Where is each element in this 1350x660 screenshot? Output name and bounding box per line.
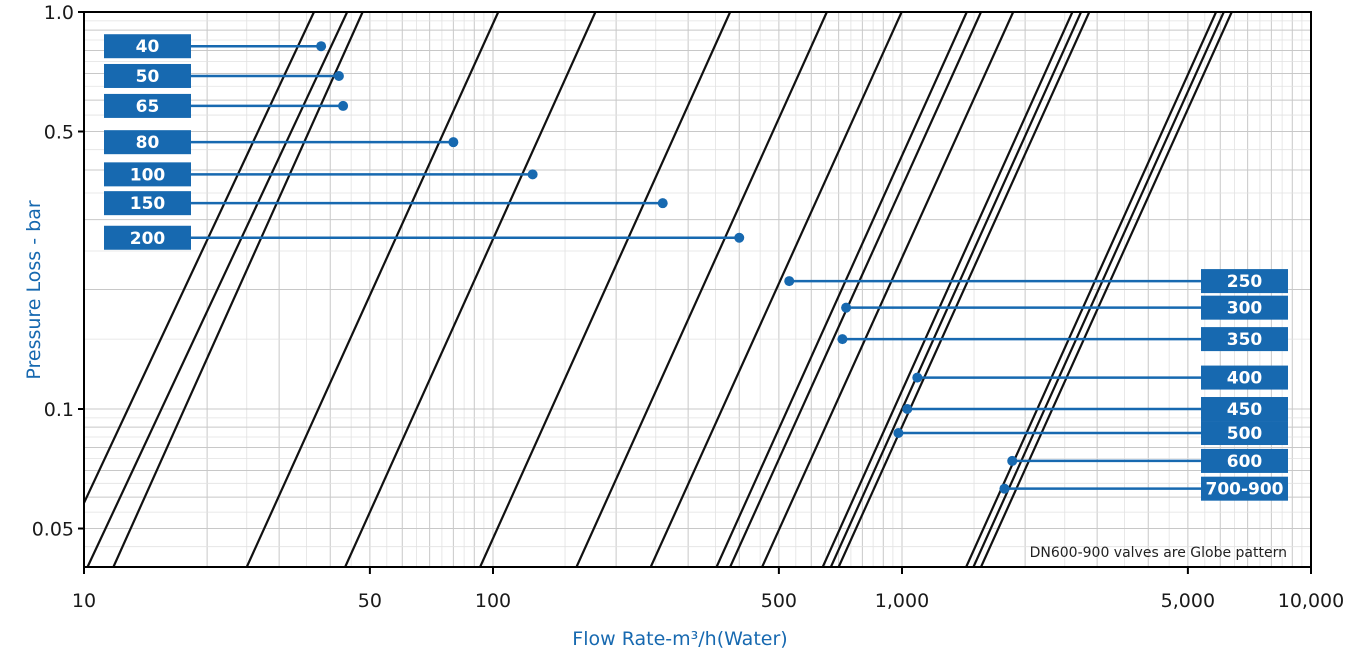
flow-curve — [972, 12, 1225, 567]
y-tick-label: 0.1 — [44, 399, 74, 421]
size-leaders: 40 50 65 80 100 150 200 250 300 350 400 450 500 600 70… — [104, 34, 1288, 501]
flow-curve — [84, 12, 315, 504]
leader-point — [841, 302, 852, 313]
x-tick-label: 10,000 — [1278, 590, 1344, 612]
y-tick-label: 0.05 — [32, 519, 74, 541]
leader-point — [1007, 455, 1018, 466]
size-label-box — [104, 162, 191, 187]
leader-point — [999, 483, 1010, 494]
flow-curve — [344, 12, 597, 567]
size-label-text: 200 — [130, 229, 166, 249]
size-label-box — [104, 225, 191, 250]
size-label-box — [1201, 327, 1288, 352]
flow-curve — [86, 12, 349, 567]
x-tick-label: 100 — [475, 590, 511, 612]
flow-curve — [649, 12, 903, 567]
flow-curve — [112, 12, 364, 567]
leader-point — [333, 70, 344, 81]
globe-pattern-note: DN600-900 valves are Globe pattern — [1030, 545, 1287, 561]
x-axis-title: Flow Rate-m³/h(Water) — [572, 628, 787, 650]
flow-curve — [715, 12, 968, 567]
size-label-box — [104, 130, 191, 155]
flow-curve — [729, 12, 982, 567]
size-label-box — [1201, 397, 1288, 422]
x-tick-label: 500 — [761, 590, 797, 612]
x-tick-label: 10 — [72, 590, 96, 612]
flow-curve — [837, 12, 1091, 567]
size-label-text: 250 — [1227, 272, 1263, 292]
flow-curves — [84, 12, 1233, 567]
size-label-box — [104, 191, 191, 216]
size-label-text: 300 — [1227, 299, 1263, 319]
size-label-box — [1201, 365, 1288, 390]
plot-frame — [83, 11, 1312, 568]
leader-point — [902, 404, 913, 415]
leader-point — [734, 232, 745, 243]
flow-curve — [979, 12, 1233, 567]
y-axis-title: Pressure Loss - bar — [23, 200, 45, 379]
leader-point — [912, 372, 923, 383]
size-label-box — [104, 93, 191, 118]
size-label-box — [104, 34, 191, 59]
flow-curve — [761, 12, 1015, 567]
flow-curve — [829, 12, 1083, 567]
size-label-box — [1201, 295, 1288, 320]
flow-curve — [965, 12, 1218, 567]
leader-point — [527, 169, 538, 180]
leader-point — [893, 428, 904, 439]
size-label-text: 600 — [1227, 452, 1263, 472]
size-label-text: 40 — [136, 37, 160, 57]
size-label-box — [1201, 476, 1288, 501]
leader-point — [338, 100, 349, 111]
size-label-text: 450 — [1227, 400, 1263, 420]
flow-curve — [245, 12, 500, 567]
size-label-text: 65 — [136, 97, 160, 117]
flow-curve — [821, 12, 1074, 567]
x-tick-label: 1,000 — [875, 590, 929, 612]
x-tick-label: 5,000 — [1161, 590, 1215, 612]
axis-ticks: 10 50 100 500 1,000 5,000 10,000 1.0 0.5 0.1 0.05 — [32, 2, 1345, 612]
size-label-text: 350 — [1227, 330, 1263, 350]
grid-lines — [84, 12, 1311, 567]
size-label-box — [1201, 421, 1288, 446]
leader-point — [316, 41, 327, 52]
x-tick-label: 50 — [358, 590, 382, 612]
size-label-text: 50 — [136, 67, 160, 87]
leader-point — [448, 137, 459, 148]
size-label-text: 80 — [136, 133, 160, 153]
size-label-text: 700-900 — [1205, 480, 1283, 500]
leader-point — [837, 334, 848, 345]
leader-point — [784, 276, 795, 287]
flow-curve — [479, 12, 732, 567]
y-tick-label: 0.5 — [44, 122, 74, 144]
y-tick-label: 1.0 — [44, 2, 74, 24]
size-label-box — [104, 63, 191, 88]
size-label-box — [1201, 448, 1288, 473]
size-label-text: 500 — [1227, 424, 1263, 444]
size-label-text: 150 — [130, 194, 166, 214]
size-label-box — [1201, 269, 1288, 294]
flow-curve — [575, 12, 828, 567]
size-label-text: 100 — [130, 165, 166, 185]
size-label-text: 400 — [1227, 369, 1263, 389]
leader-point — [657, 198, 668, 209]
